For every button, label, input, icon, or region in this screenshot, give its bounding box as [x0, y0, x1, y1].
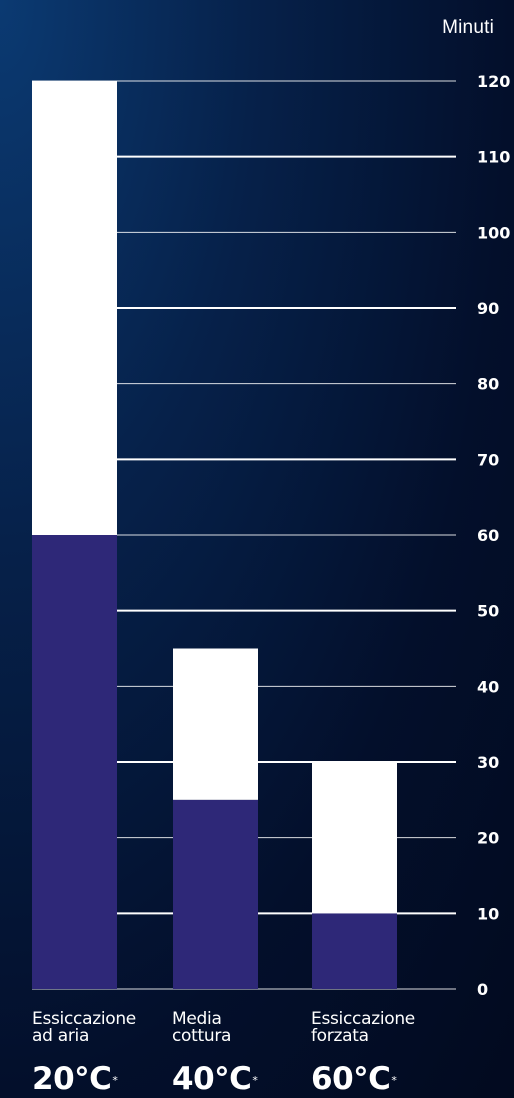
temperature-label-0: 20°C*	[32, 1061, 118, 1097]
y-tick-label-110: 110	[477, 148, 510, 167]
y-tick-label-60: 60	[477, 526, 499, 545]
temperature-marker-0: *	[112, 1074, 118, 1087]
y-tick-label-0: 0	[477, 980, 488, 999]
y-tick-label-20: 20	[477, 829, 499, 848]
bar-0-segment-1	[32, 81, 117, 535]
temperature-marker-2: *	[391, 1074, 397, 1087]
y-tick-label-120: 120	[477, 72, 510, 91]
bar-2-segment-0	[312, 913, 397, 989]
category-label-0: Essiccazione ad aria	[32, 1011, 136, 1045]
category-name-0: Essiccazione ad aria	[32, 1009, 136, 1046]
temperature-label-1: 40°C*	[172, 1061, 258, 1097]
category-label-2: Essiccazione forzata	[311, 1011, 415, 1045]
category-name-1: Media cottura	[172, 1009, 232, 1046]
temperature-value-2: 60°C	[311, 1061, 391, 1097]
y-tick-label-80: 80	[477, 375, 499, 394]
category-name-2: Essiccazione forzata	[311, 1009, 415, 1046]
bar-2-segment-1	[312, 762, 397, 914]
category-label-1: Media cottura	[172, 1011, 231, 1045]
y-tick-label-40: 40	[477, 677, 499, 696]
y-tick-label-90: 90	[477, 299, 499, 318]
y-tick-label-10: 10	[477, 904, 499, 923]
temperature-label-2: 60°C*	[311, 1061, 397, 1097]
bar-1-segment-1	[173, 648, 258, 800]
y-tick-label-50: 50	[477, 602, 499, 621]
y-tick-label-70: 70	[477, 450, 499, 469]
temperature-value-1: 40°C	[172, 1061, 252, 1097]
bar-0-segment-0	[32, 535, 117, 989]
bar-1-segment-0	[173, 799, 258, 989]
y-axis-unit-label: Minuti	[442, 17, 494, 38]
y-tick-label-100: 100	[477, 223, 510, 242]
temperature-marker-1: *	[252, 1074, 258, 1087]
temperature-value-0: 20°C	[32, 1061, 112, 1097]
y-tick-label-30: 30	[477, 753, 499, 772]
